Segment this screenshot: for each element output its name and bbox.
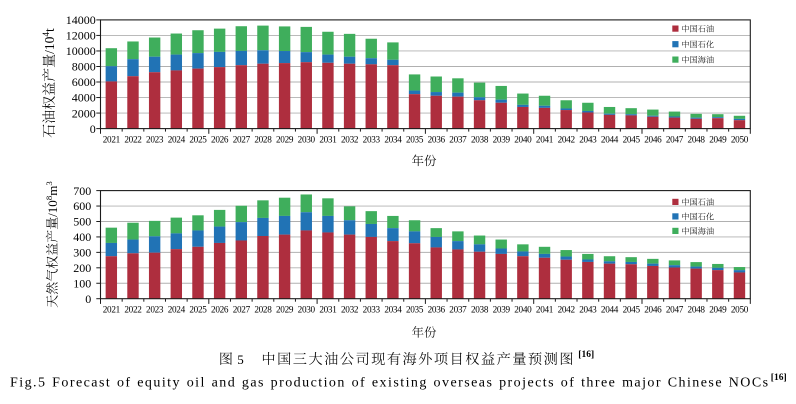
svg-text:2046: 2046 xyxy=(644,304,662,314)
svg-text:2040: 2040 xyxy=(514,304,532,314)
svg-text:/10: /10 xyxy=(42,36,57,54)
svg-text:2026: 2026 xyxy=(211,304,229,314)
svg-text:400: 400 xyxy=(73,230,91,244)
svg-text:2039: 2039 xyxy=(493,135,511,145)
svg-text:2048: 2048 xyxy=(688,304,706,314)
svg-text:2032: 2032 xyxy=(341,135,359,145)
svg-text:/10: /10 xyxy=(45,200,60,217)
svg-text:2025: 2025 xyxy=(189,135,207,145)
svg-text:2028: 2028 xyxy=(254,135,272,145)
svg-text:14000: 14000 xyxy=(66,13,96,27)
svg-text:2033: 2033 xyxy=(363,135,381,145)
svg-text:2048: 2048 xyxy=(688,135,706,145)
svg-text:2026: 2026 xyxy=(211,135,229,145)
svg-text:2042: 2042 xyxy=(558,135,576,145)
svg-text:2040: 2040 xyxy=(514,135,532,145)
svg-text:2036: 2036 xyxy=(428,135,446,145)
svg-text:2050: 2050 xyxy=(731,304,749,314)
svg-text:[16]: [16] xyxy=(578,350,594,360)
svg-text:2047: 2047 xyxy=(666,135,684,145)
svg-text:2021: 2021 xyxy=(103,135,121,145)
svg-text:2036: 2036 xyxy=(428,304,446,314)
svg-text:2043: 2043 xyxy=(579,304,597,314)
svg-text:500: 500 xyxy=(73,215,91,229)
svg-text:2049: 2049 xyxy=(709,135,727,145)
svg-text:0: 0 xyxy=(90,122,96,136)
svg-text:2021: 2021 xyxy=(103,304,121,314)
svg-text:2029: 2029 xyxy=(276,135,294,145)
svg-text:2024: 2024 xyxy=(168,135,186,145)
svg-text:600: 600 xyxy=(73,199,91,213)
svg-text:200: 200 xyxy=(73,261,91,275)
svg-text:2030: 2030 xyxy=(298,304,316,314)
svg-text:2049: 2049 xyxy=(709,304,727,314)
svg-text:8000: 8000 xyxy=(72,60,96,74)
svg-text:2038: 2038 xyxy=(471,135,489,145)
svg-text:6000: 6000 xyxy=(72,75,96,89)
svg-text:2044: 2044 xyxy=(601,135,619,145)
svg-text:2030: 2030 xyxy=(298,135,316,145)
svg-text:2033: 2033 xyxy=(363,304,381,314)
svg-text:2032: 2032 xyxy=(341,304,359,314)
svg-text:2041: 2041 xyxy=(536,304,554,314)
svg-text:2031: 2031 xyxy=(319,304,337,314)
svg-text:2045: 2045 xyxy=(623,304,641,314)
svg-text:2038: 2038 xyxy=(471,304,489,314)
svg-text:10000: 10000 xyxy=(66,44,96,58)
svg-text:m: m xyxy=(45,186,60,196)
svg-text:2043: 2043 xyxy=(579,135,597,145)
svg-text:2022: 2022 xyxy=(124,304,142,314)
svg-text:Fig.5 Forecast of equity oil a: Fig.5 Forecast of equity oil and gas pro… xyxy=(10,375,770,390)
svg-text:2027: 2027 xyxy=(233,304,251,314)
svg-text:2050: 2050 xyxy=(731,135,749,145)
svg-text:2046: 2046 xyxy=(644,135,662,145)
svg-text:2039: 2039 xyxy=(493,304,511,314)
svg-text:12000: 12000 xyxy=(66,29,96,43)
svg-text:2027: 2027 xyxy=(233,135,251,145)
svg-text:0: 0 xyxy=(85,292,91,306)
svg-text:2045: 2045 xyxy=(623,135,641,145)
svg-text:700: 700 xyxy=(73,184,91,198)
svg-text:2025: 2025 xyxy=(189,304,207,314)
svg-text:t: t xyxy=(42,28,57,32)
svg-text:2000: 2000 xyxy=(72,106,96,120)
svg-text:2044: 2044 xyxy=(601,304,619,314)
svg-text:2042: 2042 xyxy=(558,304,576,314)
svg-text:2029: 2029 xyxy=(276,304,294,314)
svg-text:100: 100 xyxy=(73,276,91,290)
svg-text:2047: 2047 xyxy=(666,304,684,314)
svg-text:2035: 2035 xyxy=(406,304,424,314)
svg-text:2028: 2028 xyxy=(254,304,272,314)
svg-text:4: 4 xyxy=(41,31,51,36)
svg-text:8: 8 xyxy=(44,195,54,200)
svg-text:2034: 2034 xyxy=(384,304,402,314)
svg-text:2031: 2031 xyxy=(319,135,337,145)
svg-text:2024: 2024 xyxy=(168,304,186,314)
svg-text:5: 5 xyxy=(237,352,244,367)
svg-text:[16]: [16] xyxy=(771,373,787,383)
svg-text:2041: 2041 xyxy=(536,135,554,145)
svg-text:2022: 2022 xyxy=(124,135,142,145)
svg-text:3: 3 xyxy=(44,181,54,185)
svg-text:2023: 2023 xyxy=(146,135,164,145)
svg-text:300: 300 xyxy=(73,246,91,260)
svg-text:2023: 2023 xyxy=(146,304,164,314)
svg-text:4000: 4000 xyxy=(72,91,96,105)
svg-text:2035: 2035 xyxy=(406,135,424,145)
svg-text:2034: 2034 xyxy=(384,135,402,145)
svg-text:2037: 2037 xyxy=(449,304,467,314)
svg-text:2037: 2037 xyxy=(449,135,467,145)
